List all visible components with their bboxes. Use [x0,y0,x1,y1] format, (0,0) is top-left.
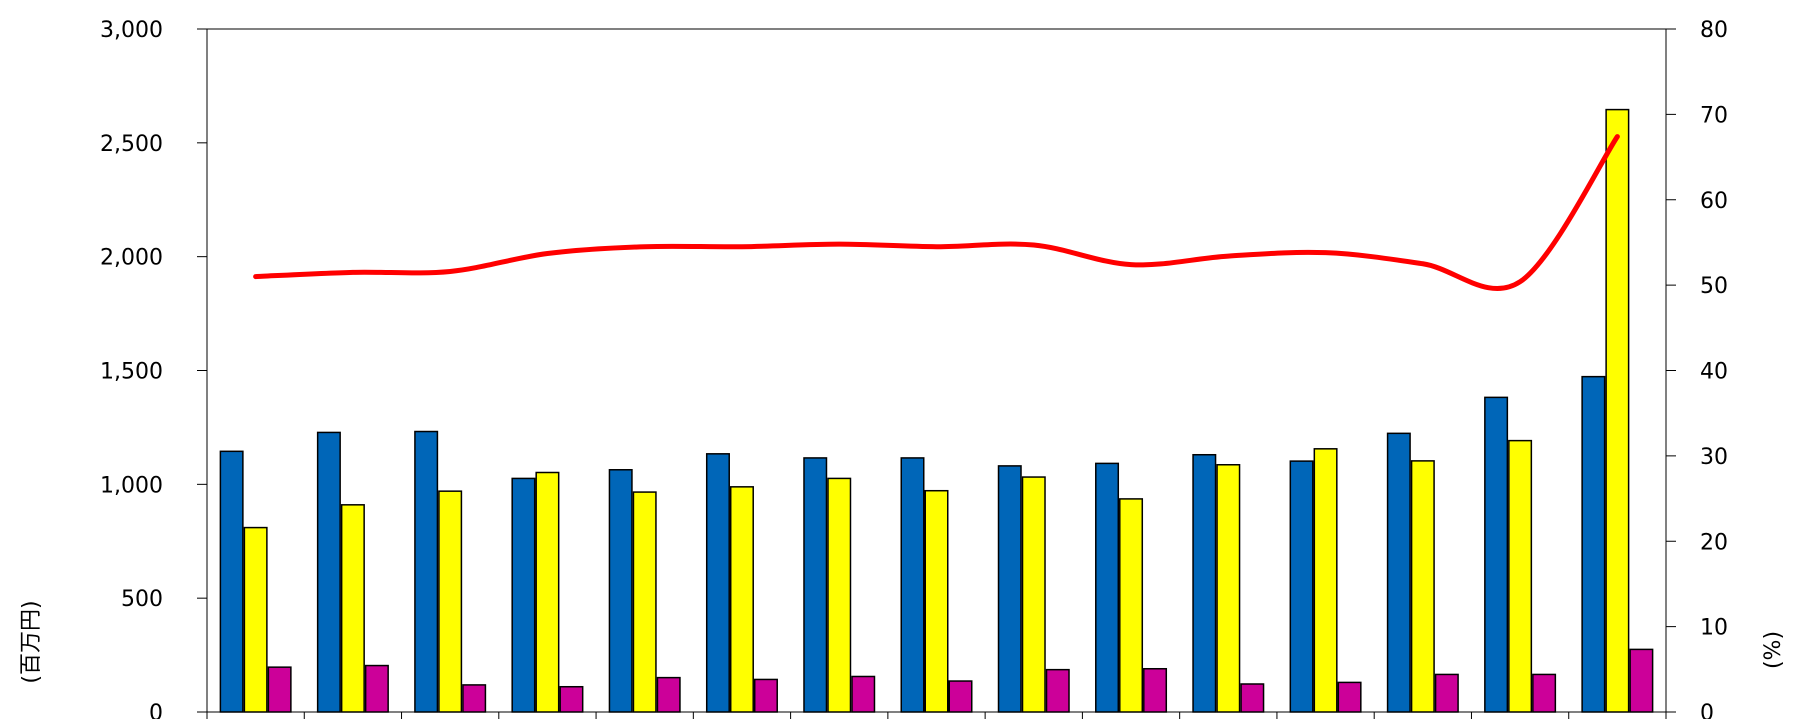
bar-series-3 [267,666,292,713]
bar-series-3 [364,664,389,713]
left-tick-label: 3,000 [100,18,163,43]
right-tick-label: 40 [1700,360,1728,385]
right-tick-label: 20 [1700,530,1728,555]
line-series [253,134,1620,291]
bar-series-1 [1192,453,1217,713]
right-axis: 0 10 20 30 40 50 60 70 80 [1666,18,1728,719]
bar-series-2 [340,504,365,713]
left-axis-title: (百万円) [19,600,44,683]
right-tick-label: 60 [1700,189,1728,214]
right-tick-label: 30 [1700,445,1728,470]
right-tick-label: 10 [1700,616,1728,641]
bar-series-group [219,108,1654,713]
bar-series-1 [1386,432,1411,713]
bar-series-3 [656,676,681,713]
bar-series-2 [535,471,560,713]
bar-series-1 [803,457,828,713]
bar-series-1 [1095,462,1120,713]
bar-series-2 [827,477,852,713]
left-tick-label: 0 [149,701,163,719]
left-tick-label: 2,000 [100,246,163,271]
bar-series-2 [1605,108,1630,713]
left-axis: 0 500 1,000 1,500 2,000 2,500 3,000 [100,18,207,719]
bar-series-3 [1532,673,1557,713]
bar-series-2 [1119,498,1144,713]
bar-series-1 [511,477,536,713]
bar-series-1 [219,450,244,713]
bar-series-2 [1021,476,1046,713]
left-tick-label: 2,500 [100,132,163,157]
bar-series-2 [1216,464,1241,713]
bar-series-2 [243,526,268,713]
bar-series-1 [705,453,730,713]
left-tick-label: 1,500 [100,360,163,385]
bar-series-3 [1629,648,1654,713]
left-tick-label: 500 [121,587,163,612]
bar-series-2 [632,491,657,713]
bar-series-2 [729,486,754,713]
bar-series-3 [948,680,973,713]
bar-series-3 [1045,668,1070,713]
right-tick-label: 50 [1700,274,1728,299]
bar-series-2 [1508,439,1533,713]
bar-series-3 [753,678,778,713]
bar-series-1 [316,431,341,713]
x-axis [206,712,1667,719]
bar-series-2 [924,489,949,713]
bar-series-3 [559,685,584,713]
right-tick-label: 80 [1700,18,1728,43]
bar-series-2 [1313,448,1338,713]
bar-series-3 [462,684,487,713]
bar-series-3 [851,675,876,713]
bar-series-1 [1289,460,1314,713]
bar-series-2 [438,490,463,713]
bar-series-3 [1240,683,1265,713]
bar-series-3 [1337,681,1362,713]
bar-series-3 [1434,673,1459,713]
bar-series-1 [997,465,1022,713]
bar-series-1 [1484,396,1509,713]
line-series-group [253,134,1620,291]
bar-series-2 [1410,460,1435,713]
bar-series-1 [414,430,439,713]
bar-series-3 [1143,667,1168,713]
right-axis-title: (%) [1761,631,1786,669]
right-tick-label: 0 [1700,701,1714,719]
left-tick-label: 1,000 [100,473,163,498]
bar-series-1 [1581,375,1606,713]
bar-series-1 [608,469,633,713]
right-tick-label: 70 [1700,103,1728,128]
bar-series-1 [900,457,925,713]
